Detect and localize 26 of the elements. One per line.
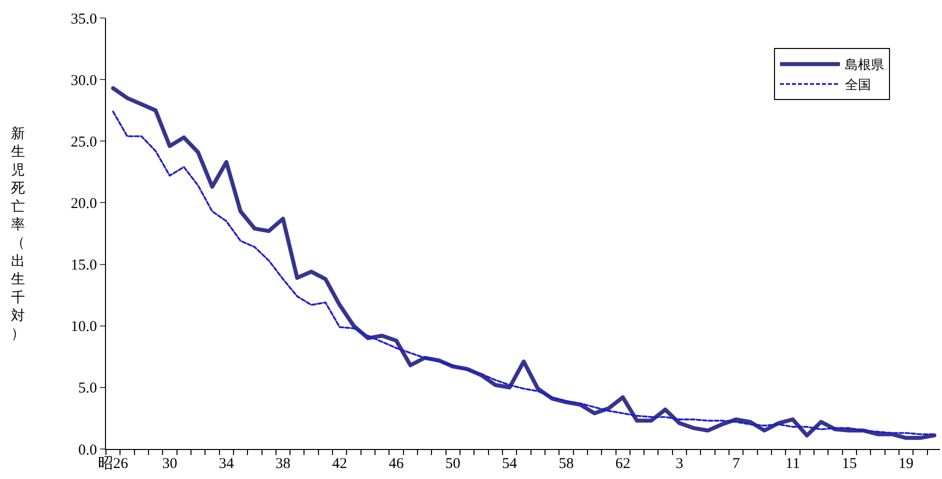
x-tick-label: 7 [732,456,740,472]
x-tick-label: 30 [162,456,178,472]
text: 新生児死亡率（出生千対） [11,126,25,342]
y-tick-label: 35.0 [70,11,97,28]
x-tick-label: 3 [676,456,684,472]
x-tick-label: 62 [615,456,630,472]
y-tick-label: 5.0 [78,380,97,397]
x-tick-label: 42 [332,456,348,472]
x-tick-label: 58 [558,456,574,472]
legend-label: 島根県 [844,58,884,74]
x-tick-label: 50 [445,456,460,472]
y-tick-label: 15.0 [70,258,97,274]
x-tick-label: 54 [502,456,518,472]
x-tick-label: 15 [842,456,857,472]
y-tick-label: 25.0 [70,134,97,150]
y-tick-label: 0.0 [78,442,97,458]
y-tick-label: 30.0 [70,72,97,89]
x-tick-label: 11 [786,456,800,472]
legend-label: 全国 [844,78,871,94]
x-tick-label: 38 [275,456,290,472]
x-tick-label: 34 [218,456,234,472]
y-tick-label: 20.0 [70,196,97,212]
x-tick-label: 46 [388,456,404,472]
x-tick-label: 昭26 [98,456,129,472]
x-tick-label: 19 [898,456,914,472]
y-tick-label: 10.0 [70,319,97,336]
